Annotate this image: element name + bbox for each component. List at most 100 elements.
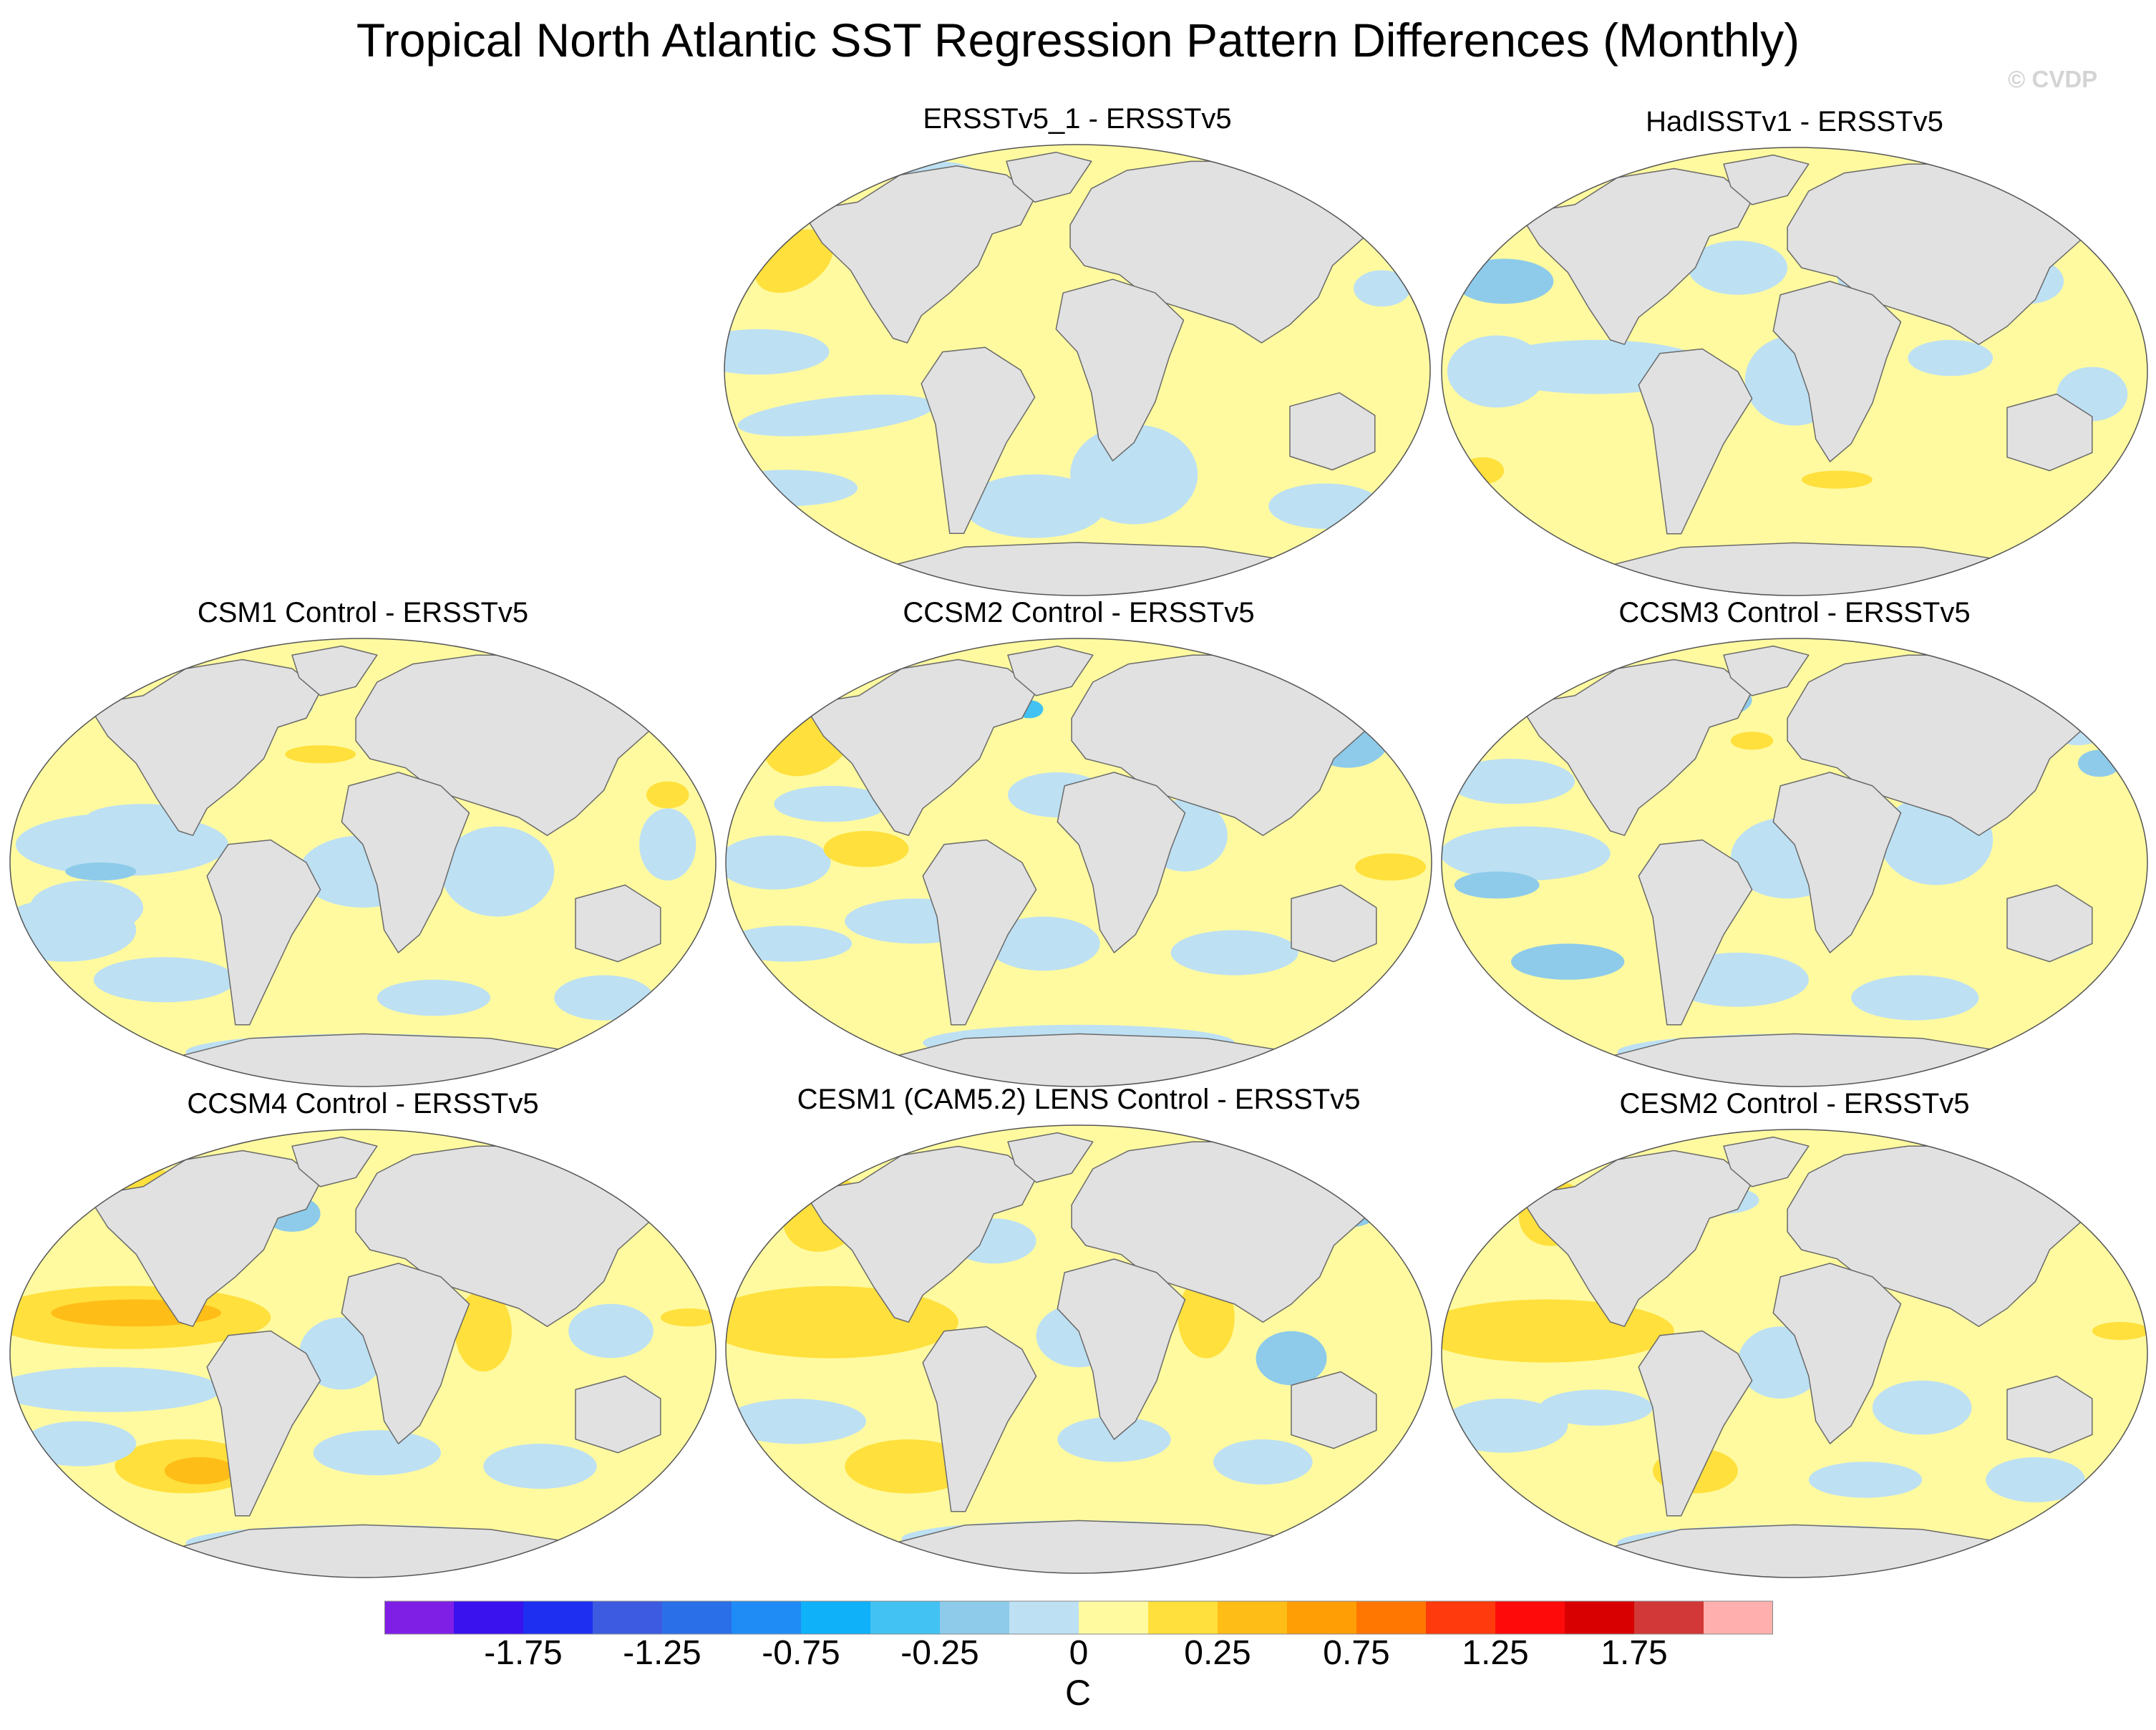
- land-samerica: [922, 1326, 1037, 1512]
- globe-outline: [725, 1124, 1432, 1574]
- colorbar-swatch: [1426, 1601, 1496, 1634]
- land-samerica: [206, 839, 321, 1026]
- land-eurasia: [1071, 654, 1384, 836]
- colorbar-swatch: [1148, 1601, 1218, 1634]
- land-africa: [1772, 281, 1902, 462]
- anomaly-region: [1256, 1331, 1327, 1386]
- anomaly-region: [1851, 975, 1979, 1021]
- colorbar-swatch: [523, 1601, 593, 1634]
- colorbar-swatch: [1565, 1601, 1635, 1634]
- anomaly-region: [1213, 1439, 1313, 1484]
- anomaly-region: [963, 474, 1106, 538]
- anomaly-region: [10, 1366, 221, 1412]
- colorbar-swatch: [940, 1601, 1010, 1634]
- land-australia: [2006, 393, 2093, 472]
- anomaly-region: [1442, 826, 1611, 881]
- colorbar-swatch: [1634, 1601, 1704, 1634]
- map-panel-cesm1-lens: CESM1 (CAM5.2) LENS Control - ERSSTv5: [724, 1084, 1433, 1578]
- land-africa: [1772, 772, 1902, 953]
- anomaly-region: [1539, 1389, 1653, 1426]
- anomaly-region: [1454, 258, 1554, 304]
- colorbar-tick-label: 1.75: [1601, 1634, 1668, 1672]
- colorbar-tick-label: 0: [1069, 1634, 1089, 1672]
- anomaly-region: [29, 880, 144, 935]
- anomaly-region: [313, 1430, 441, 1476]
- colorbar-swatch: [1218, 1601, 1288, 1634]
- colorbar: [384, 1600, 1773, 1635]
- anomaly-region: [726, 1399, 866, 1444]
- colorbar-tick-label: 0.75: [1323, 1634, 1390, 1672]
- land-africa: [341, 1263, 470, 1444]
- anomaly-region: [65, 862, 137, 881]
- colorbar-swatch: [1704, 1601, 1773, 1634]
- land-namerica: [93, 659, 321, 836]
- map-cesm2: [1441, 1129, 2148, 1578]
- land-eurasia: [1787, 1145, 2100, 1327]
- land-antarctica: [178, 1524, 576, 1578]
- land-namerica: [1525, 1150, 1753, 1327]
- anomaly-region: [1511, 943, 1625, 980]
- land-greenland: [1007, 645, 1094, 696]
- map-panel-ccsm3: CCSM3 Control - ERSSTv5: [1440, 597, 2149, 1091]
- map-cesm1-lens: [725, 1124, 1432, 1574]
- colorbar-tick-label: -1.75: [484, 1634, 563, 1672]
- anomaly-region: [455, 1290, 512, 1372]
- land-samerica: [922, 839, 1037, 1026]
- anomaly-region: [1872, 1380, 1972, 1435]
- land-africa: [1055, 278, 1185, 462]
- land-namerica: [809, 659, 1037, 836]
- globe-outline: [724, 144, 1431, 596]
- land-antarctica: [893, 1033, 1292, 1087]
- anomaly-region: [2078, 749, 2121, 777]
- colorbar-swatch: [732, 1601, 802, 1634]
- map-panel-ccsm4: CCSM4 Control - ERSSTv5: [9, 1088, 717, 1582]
- colorbar-swatch: [801, 1601, 871, 1634]
- anomaly-region: [1447, 335, 1547, 408]
- anomaly-region: [568, 1303, 654, 1359]
- panel-title: ERSSTv5_1 - ERSSTv5: [923, 103, 1232, 135]
- colorbar-swatch: [1356, 1601, 1427, 1634]
- land-antarctica: [178, 1033, 576, 1087]
- land-eurasia: [355, 654, 669, 836]
- anomaly-region: [1730, 732, 1774, 750]
- colorbar-swatch: [593, 1601, 663, 1634]
- anomaly-region: [554, 975, 654, 1021]
- anomaly-region: [1801, 470, 1873, 489]
- colorbar-swatch: [384, 1601, 455, 1634]
- land-greenland: [1007, 1132, 1094, 1183]
- land-eurasia: [1787, 163, 2100, 345]
- globe-outline: [9, 638, 717, 1087]
- land-namerica: [807, 165, 1036, 344]
- panel-title: CCSM4 Control - ERSSTv5: [187, 1088, 539, 1119]
- anomaly-region: [986, 916, 1100, 971]
- anomaly-region: [1454, 871, 1540, 899]
- colorbar-frame: [384, 1600, 1773, 1635]
- anomaly-region: [1688, 240, 1788, 295]
- map-panel-hadisst: HadISSTv1 - ERSSTv5: [1440, 106, 2149, 600]
- map-panel-csm1: CSM1 Control - ERSSTv5: [9, 597, 717, 1091]
- land-antarctica: [1609, 542, 2008, 596]
- globe-outline: [1441, 147, 2148, 596]
- anomaly-region: [93, 957, 235, 1003]
- anomaly-region: [646, 781, 689, 809]
- anomaly-region: [845, 1439, 973, 1494]
- land-africa: [1772, 1263, 1902, 1444]
- figure-title: Tropical North Atlantic SST Regression P…: [356, 14, 1800, 67]
- anomaly-region: [1355, 853, 1427, 881]
- colorbar-tick-label: 0.25: [1184, 1634, 1251, 1672]
- land-australia: [2006, 1375, 2093, 1454]
- land-samerica: [1638, 348, 1753, 535]
- colorbar-swatch: [1495, 1601, 1565, 1634]
- land-greenland: [291, 645, 378, 696]
- land-antarctica: [1609, 1524, 2008, 1578]
- land-namerica: [1525, 167, 1753, 345]
- panel-title: CESM2 Control - ERSSTv5: [1619, 1088, 1970, 1119]
- anomaly-region: [285, 745, 356, 764]
- land-namerica: [1525, 659, 1753, 836]
- map-erssTv5-1: [724, 144, 1431, 596]
- anomaly-region: [1170, 930, 1298, 976]
- colorbar-swatch: [1287, 1601, 1357, 1634]
- land-australia: [575, 884, 661, 963]
- land-australia: [1289, 392, 1376, 471]
- anomaly-region: [726, 835, 831, 890]
